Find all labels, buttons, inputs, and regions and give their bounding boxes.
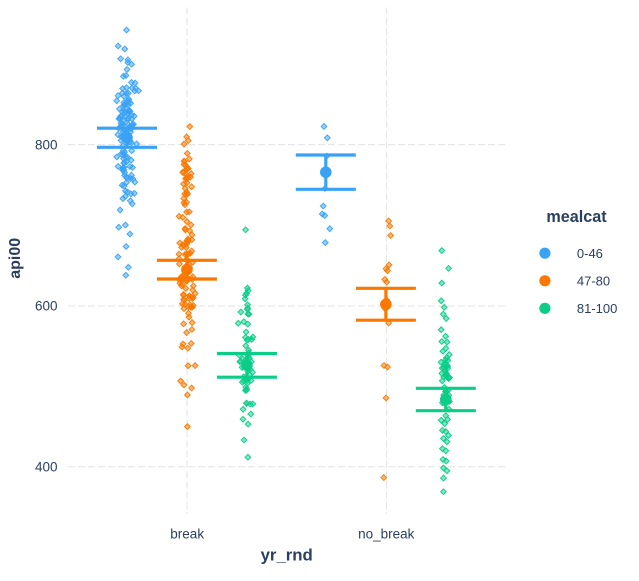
svg-text:800: 800 <box>35 137 58 152</box>
svg-text:api00: api00 <box>7 238 24 279</box>
svg-text:no_break: no_break <box>358 527 415 542</box>
svg-text:mealcat: mealcat <box>546 208 607 226</box>
svg-text:600: 600 <box>35 299 58 314</box>
svg-text:400: 400 <box>35 460 58 475</box>
svg-text:break: break <box>170 527 204 542</box>
svg-text:0-46: 0-46 <box>577 246 603 261</box>
svg-text:yr_rnd: yr_rnd <box>261 546 313 565</box>
svg-text:81-100: 81-100 <box>577 301 617 316</box>
svg-text:47-80: 47-80 <box>577 274 610 289</box>
